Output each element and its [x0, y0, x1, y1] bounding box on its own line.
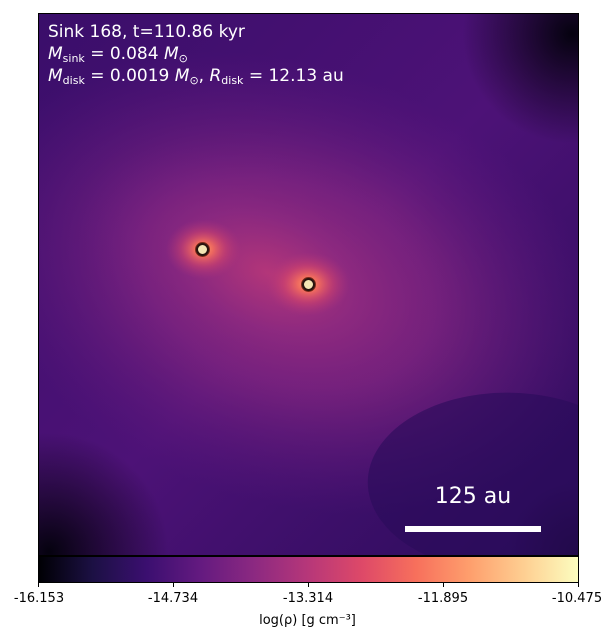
colorbar-tick — [443, 583, 444, 587]
colorbar-tick — [308, 583, 309, 587]
scale-bar-label: 125 au — [434, 484, 512, 509]
colorbar-tick-label: -13.314 — [282, 591, 334, 606]
sink-secondary-marker — [302, 278, 315, 291]
colorbar-tick-label: -16.153 — [13, 591, 65, 606]
sink-mass: Msink = 0.084 M⊙ — [48, 44, 188, 65]
colorbar-tick-label: -10.475 — [551, 591, 603, 606]
colorbar-tick — [173, 583, 174, 587]
scale-bar — [405, 526, 541, 532]
colorbar-label: log(ρ) [g cm⁻³] — [259, 613, 356, 628]
density-field — [39, 14, 578, 555]
colorbar — [38, 556, 579, 583]
colorbar-tick-label: -14.734 — [147, 591, 199, 606]
sink-primary-marker — [196, 243, 209, 256]
disk-properties: Mdisk = 0.0019 M⊙, Rdisk = 12.13 au — [48, 66, 344, 87]
density-map: Sink 168, t=110.86 kyr Msink = 0.084 M⊙ … — [38, 13, 579, 556]
colorbar-tick — [578, 583, 579, 587]
sink-title: Sink 168, t=110.86 kyr — [48, 22, 245, 42]
colorbar-tick — [38, 583, 39, 587]
colorbar-tick-label: -11.895 — [417, 591, 469, 606]
